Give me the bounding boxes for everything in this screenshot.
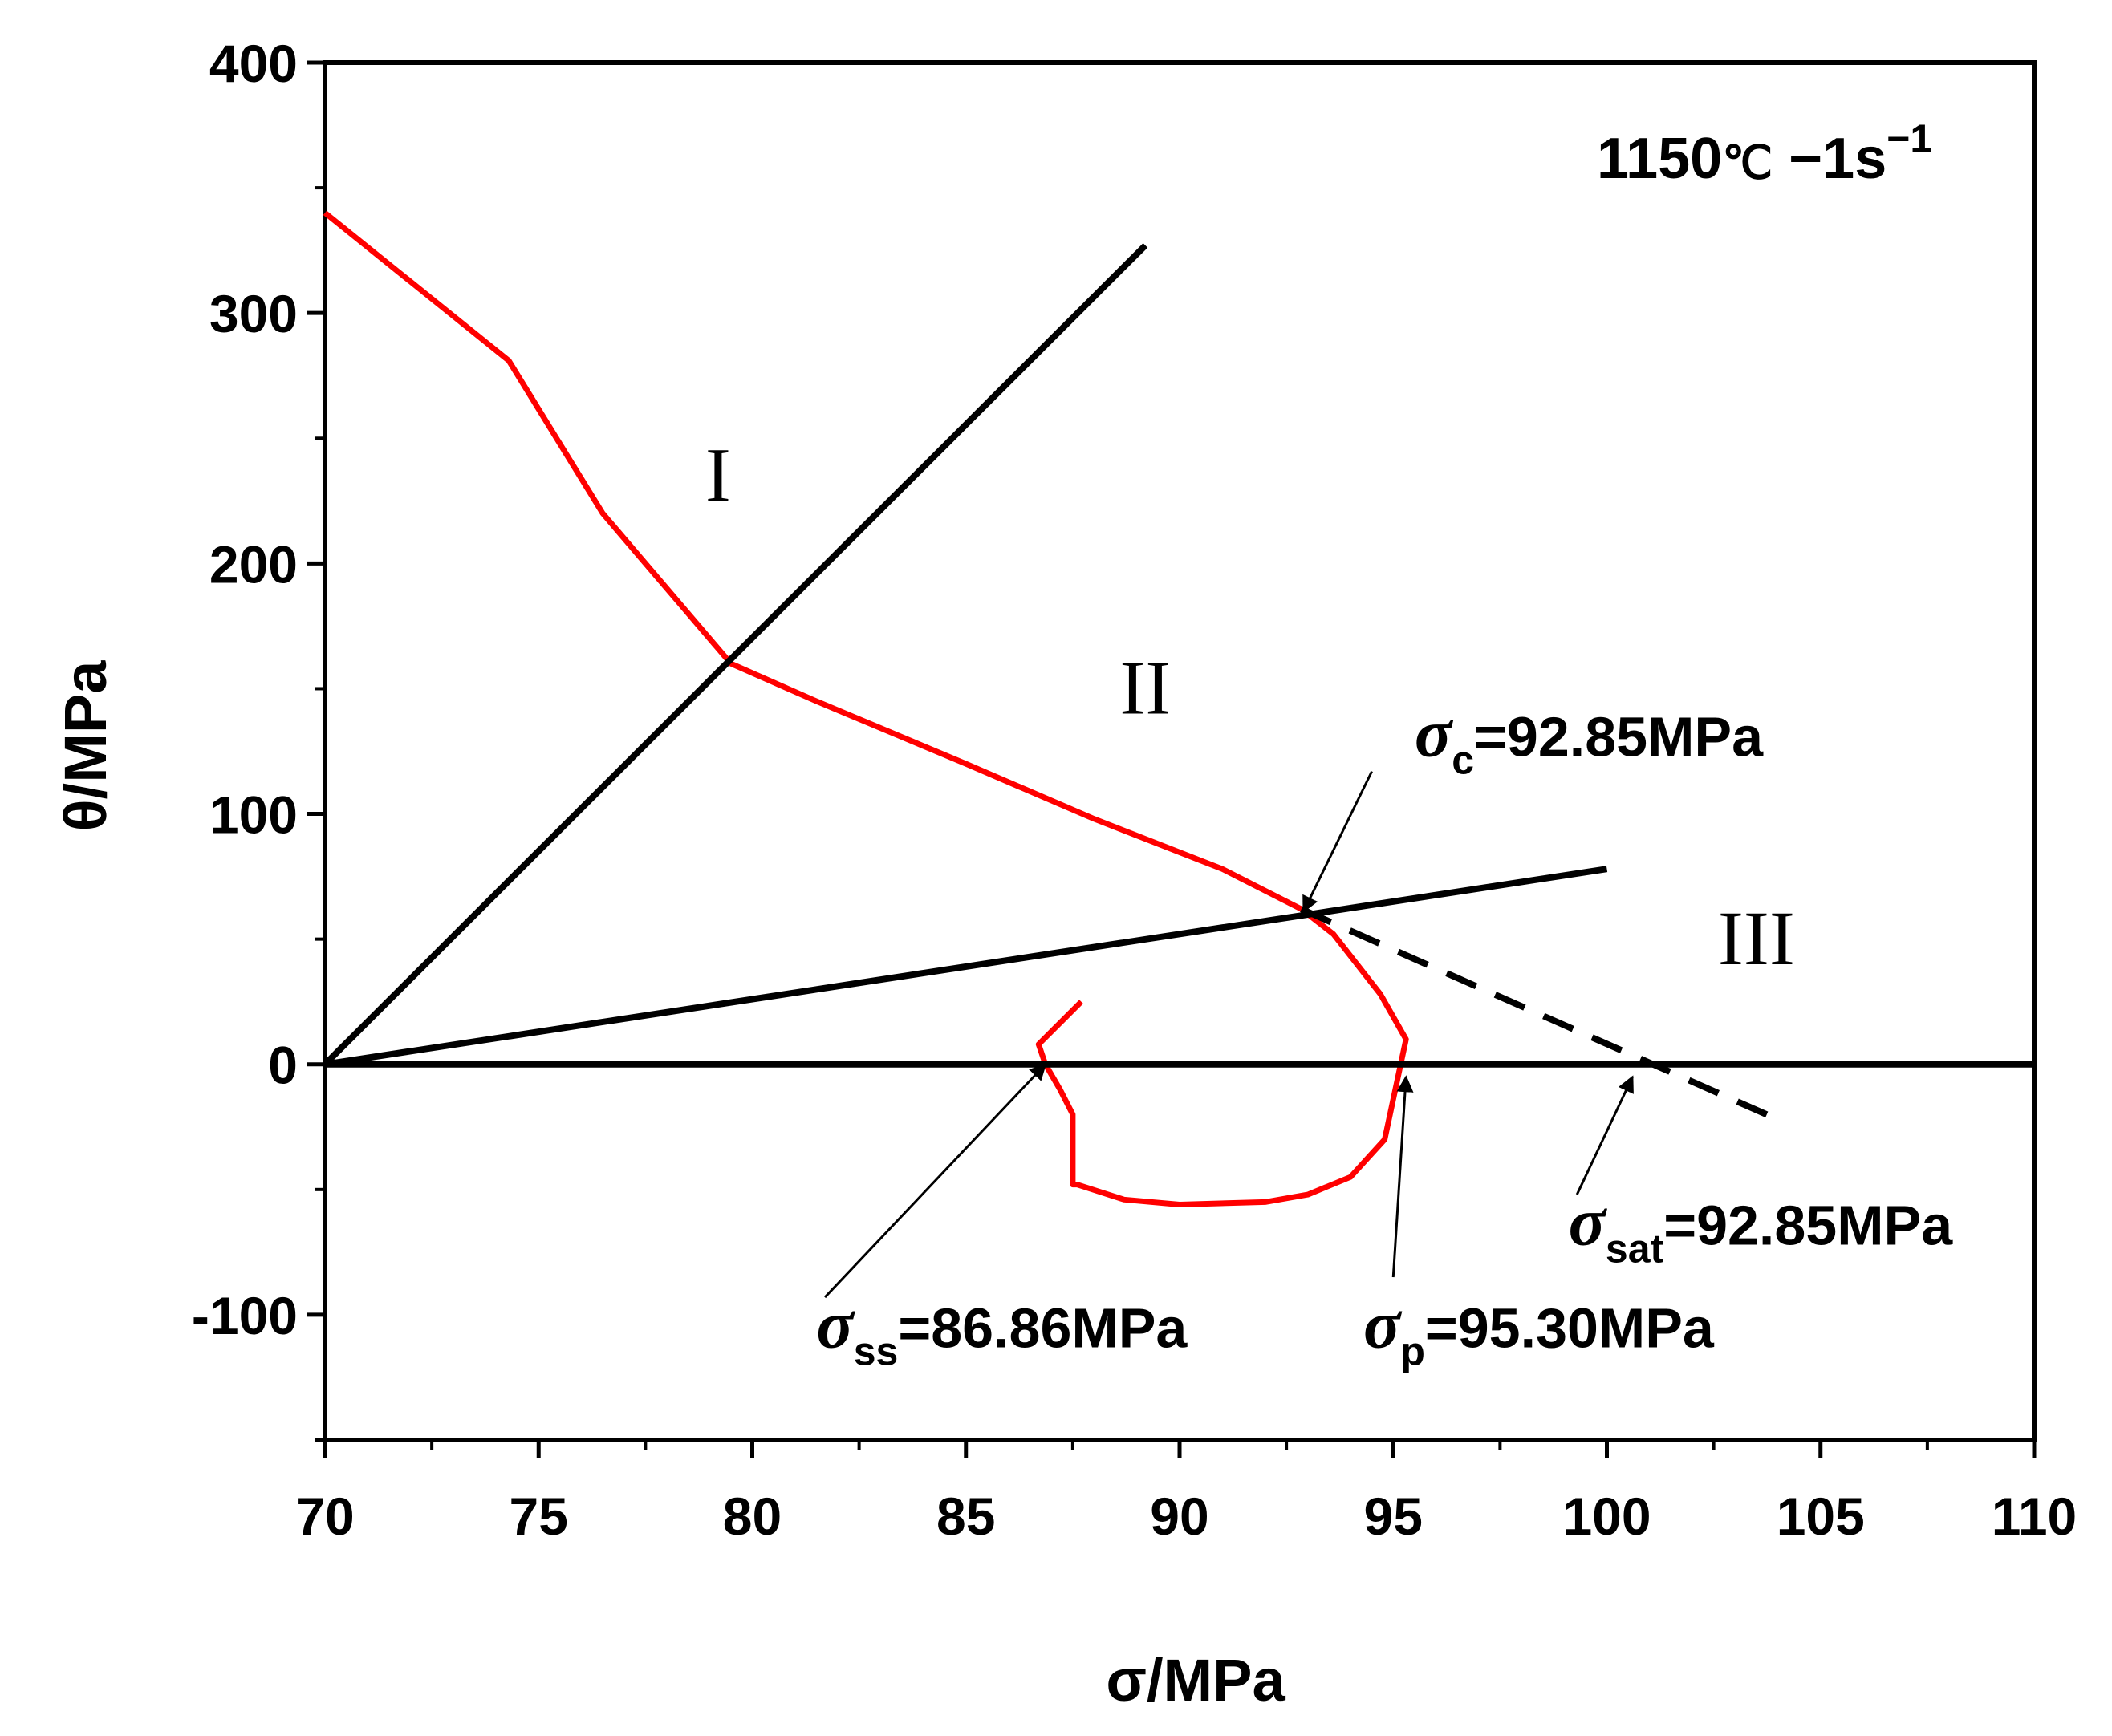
- sigma-p-label: σp=95.30MPa: [1363, 1285, 1715, 1373]
- y-tick-label: 0: [268, 1036, 298, 1095]
- condition-label: 1150℃ −1s−1: [1597, 116, 1932, 191]
- sigma-ss-arrow: [823, 1063, 1047, 1299]
- series-work-hardening-rate-curve: [323, 210, 1409, 1207]
- region-label: II: [1119, 645, 1171, 731]
- region-label: I: [705, 432, 731, 517]
- y-tick-label: -100: [192, 1286, 298, 1345]
- region-label: III: [1718, 895, 1795, 981]
- series-layer: [323, 210, 2034, 1207]
- x-tick-label: 80: [723, 1487, 782, 1546]
- x-tick-label: 100: [1562, 1487, 1651, 1546]
- x-axis-title: σ/MPa: [1106, 1647, 1285, 1714]
- axes-layer: 70 75 80 85 90 95 100 105 110 -100 0 100 200 300 400: [192, 34, 2077, 1546]
- y-tick-label: 400: [209, 34, 298, 93]
- sigma-sat-label: σsat=92.85MPa: [1569, 1182, 1954, 1271]
- sigma-p-arrow: [1391, 1075, 1414, 1278]
- series-boundary-line-II-III: [324, 866, 1608, 1068]
- sigma-c-label: σc=92.85MPa: [1415, 695, 1764, 783]
- sigma-c-arrow: [1302, 770, 1373, 914]
- y-axis-title: θ/MPa: [52, 660, 119, 832]
- series-extrapolation: [1300, 906, 1780, 1123]
- x-tick-label: 95: [1364, 1487, 1423, 1546]
- condition-unit: ℃: [1722, 137, 1773, 188]
- sigma-ss-label: σss=86.86MPa: [816, 1285, 1188, 1373]
- y-tick-label: 200: [209, 534, 298, 594]
- sigma-sat-arrow: [1575, 1075, 1634, 1195]
- x-tick-label: 75: [510, 1487, 568, 1546]
- condition-exponent: −1: [1887, 116, 1932, 161]
- y-tick-label: 100: [209, 785, 298, 845]
- x-tick-label: 110: [1992, 1487, 2077, 1546]
- y-tick-label: 300: [209, 284, 298, 343]
- condition-rate: −1s: [1773, 127, 1887, 191]
- x-tick-label: 85: [936, 1487, 995, 1546]
- series-boundary-line-I-II: [323, 243, 1148, 1067]
- x-tick-label: 105: [1777, 1487, 1865, 1546]
- x-tick-label: 70: [295, 1487, 354, 1546]
- condition-temp: 1150: [1597, 127, 1722, 191]
- x-tick-label: 90: [1150, 1487, 1208, 1546]
